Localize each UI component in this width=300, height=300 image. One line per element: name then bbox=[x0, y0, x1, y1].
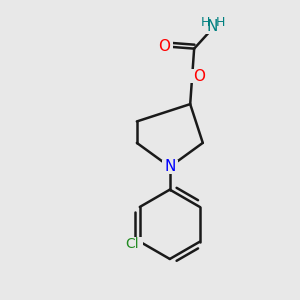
Text: H: H bbox=[216, 16, 226, 29]
FancyBboxPatch shape bbox=[203, 20, 225, 34]
FancyBboxPatch shape bbox=[162, 160, 178, 174]
FancyBboxPatch shape bbox=[190, 69, 208, 83]
Text: N: N bbox=[164, 159, 176, 174]
FancyBboxPatch shape bbox=[155, 40, 173, 54]
Text: H: H bbox=[200, 16, 210, 29]
Text: O: O bbox=[193, 69, 205, 84]
Text: O: O bbox=[158, 39, 170, 54]
Text: Cl: Cl bbox=[125, 237, 139, 250]
FancyBboxPatch shape bbox=[121, 237, 143, 250]
Text: N: N bbox=[206, 19, 218, 34]
